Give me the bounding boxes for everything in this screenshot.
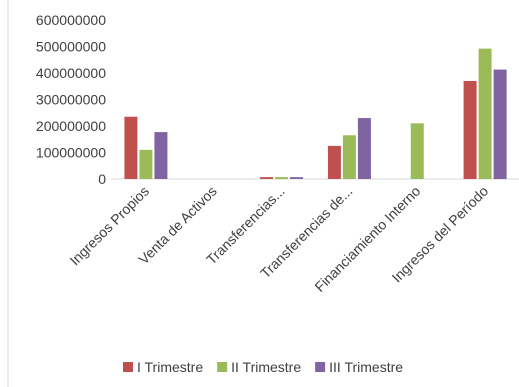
bars-group <box>124 48 507 180</box>
bar <box>290 177 304 179</box>
bar <box>139 149 153 179</box>
bar <box>478 48 492 180</box>
y-tick-label: 400000000 <box>36 65 106 81</box>
y-tick-labels: 0 100000000 200000000 300000000 400000000 500… <box>36 12 106 187</box>
bar <box>463 80 477 179</box>
bar <box>410 123 424 179</box>
legend-label: II Trimestre <box>231 359 301 375</box>
legend: I Trimestre II Trimestre III Trimestre <box>123 359 403 375</box>
y-tick-label: 500000000 <box>36 39 106 55</box>
bar <box>275 177 289 179</box>
y-tick-label: 100000000 <box>36 145 106 161</box>
y-tick-label: 0 <box>98 171 106 187</box>
legend-swatch <box>123 362 133 372</box>
bar <box>342 135 356 179</box>
bar <box>260 177 274 179</box>
legend-swatch <box>315 362 326 372</box>
legend-label: III Trimestre <box>329 359 403 375</box>
y-tick-label: 200000000 <box>36 118 106 134</box>
bar <box>124 116 138 179</box>
y-tick-label: 600000000 <box>36 12 106 28</box>
legend-label: I Trimestre <box>137 359 203 375</box>
bar <box>327 145 341 179</box>
bar <box>357 118 371 179</box>
bar <box>493 69 507 179</box>
legend-swatch <box>217 362 228 372</box>
bar <box>154 132 168 179</box>
y-tick-label: 300000000 <box>36 92 106 108</box>
